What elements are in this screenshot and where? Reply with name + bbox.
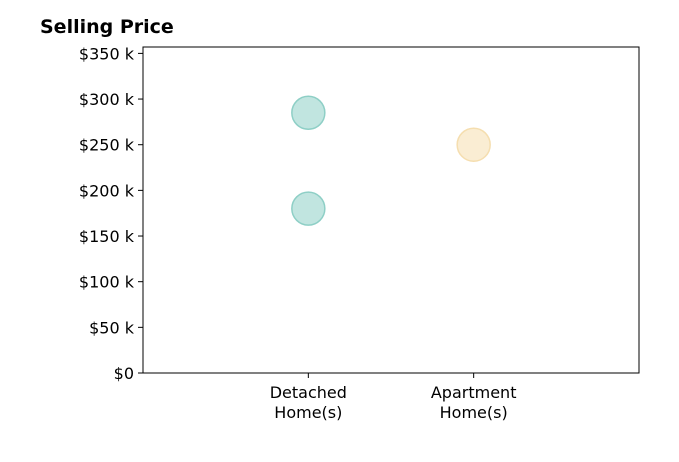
y-tick-label-5: $250 k (79, 136, 135, 155)
data-point-1 (291, 191, 326, 226)
y-tick-label-6: $300 k (79, 90, 135, 109)
y-tick-label-2: $100 k (79, 273, 135, 292)
data-points (291, 95, 491, 226)
chart-title: Selling Price (40, 16, 174, 38)
y-tick-label-0: $0 (114, 364, 134, 383)
y-tick-label-1: $50 k (89, 318, 135, 337)
data-point-0 (291, 95, 326, 130)
y-tick-label-3: $150 k (79, 227, 135, 246)
y-tick-label-4: $200 k (79, 181, 135, 200)
y-axis: $0 $50 k $100 k $150 k $200 k $250 k $300 k $35… (79, 44, 143, 383)
x-tick-label-1: Apartment Home(s) (431, 383, 517, 422)
x-tick-label-0: Detached Home(s) (270, 383, 347, 422)
plot-frame (142, 46, 640, 374)
x-axis: Detached Home(s) Apartment Home(s) (270, 373, 517, 422)
y-tick-label-7: $350 k (79, 44, 135, 63)
data-point-2 (456, 127, 491, 162)
